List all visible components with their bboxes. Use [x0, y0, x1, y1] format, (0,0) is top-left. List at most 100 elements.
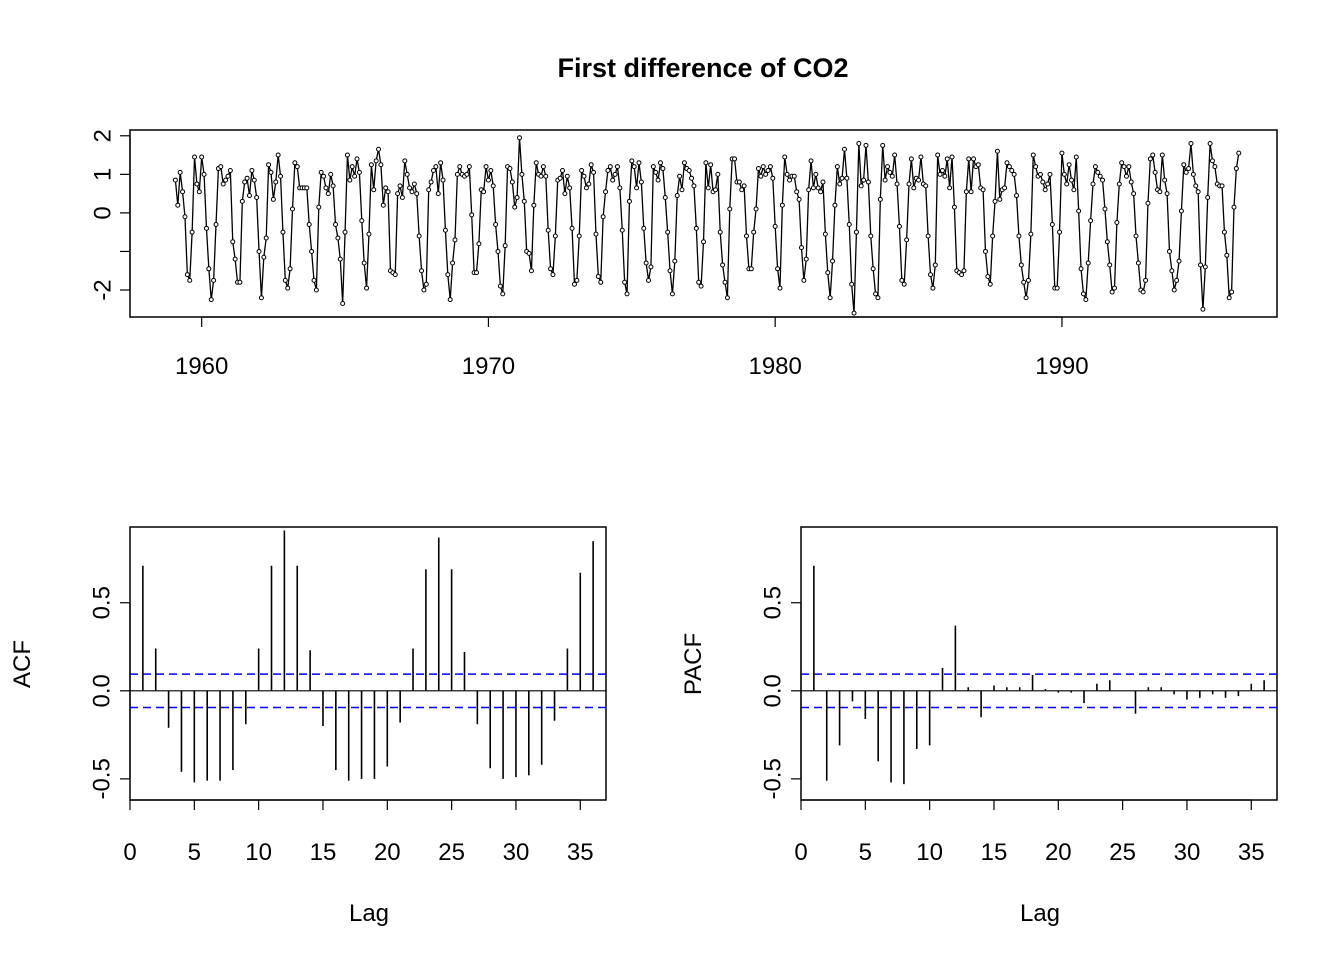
ts-data-point [275, 152, 281, 158]
ts-data-point [698, 283, 704, 289]
ts-data-point [495, 248, 501, 254]
ts-data-point [689, 175, 695, 181]
ts-data-point [830, 258, 836, 264]
ts-data-point [1135, 260, 1141, 266]
ts-data-point [1229, 289, 1235, 295]
ts-data-point [1064, 181, 1070, 187]
ts-data-point [784, 171, 790, 177]
ts-data-point [1123, 173, 1129, 179]
ts-data-point [1181, 162, 1187, 168]
ts-data-point [189, 229, 195, 235]
ts-data-point [963, 189, 969, 195]
ts-data-point [1219, 183, 1225, 189]
ts-y-tick-label: 0 [90, 206, 117, 219]
ts-data-point [806, 187, 812, 193]
ts-data-point [598, 279, 604, 285]
ts-data-point [1023, 295, 1029, 301]
ts-data-point [1164, 191, 1170, 197]
ts-data-point [650, 164, 656, 170]
ts-data-point [1049, 221, 1055, 227]
ts-data-point [545, 227, 551, 233]
ts-data-point [223, 177, 229, 183]
ts-data-point [576, 233, 582, 239]
ts-data-point [473, 270, 479, 276]
ts-data-point [885, 164, 890, 170]
ts-data-point [1195, 189, 1201, 195]
ts-data-point [325, 191, 331, 197]
ts-data-point [567, 185, 573, 191]
ts-data-point [540, 164, 546, 170]
ts-data-point [918, 154, 924, 160]
ts-data-point [469, 212, 475, 218]
ts-data-point [825, 270, 831, 276]
pacf-x-tick-label: 25 [1109, 839, 1136, 866]
ts-data-point [416, 233, 422, 239]
acf-plot-frame [129, 526, 607, 801]
ts-data-point [951, 204, 957, 210]
ts-data-point [1100, 177, 1106, 183]
ts-data-point [856, 140, 862, 146]
ts-data-point [779, 202, 785, 208]
ts-data-point [333, 221, 338, 227]
ts-data-point [316, 204, 322, 210]
ts-data-point [803, 256, 809, 262]
ts-data-point [880, 142, 886, 148]
ts-data-point [887, 169, 893, 175]
ts-data-point [1131, 191, 1137, 197]
ts-data-point [724, 295, 730, 301]
ts-data-point [1226, 295, 1232, 301]
ts-data-point [237, 279, 243, 285]
ts-data-point [270, 196, 276, 202]
ts-data-point [1166, 248, 1172, 254]
ts-data-point [306, 221, 312, 227]
ts-data-point [770, 175, 776, 181]
ts-data-point [1193, 183, 1199, 189]
ts-data-point [502, 243, 508, 249]
ts-data-point [839, 175, 845, 181]
ts-data-point [569, 225, 575, 231]
ts-data-point [352, 173, 358, 179]
ts-data-point [282, 277, 288, 283]
ts-data-point [801, 277, 807, 283]
ts-data-point [199, 154, 205, 160]
ts-data-point [851, 310, 857, 316]
ts-data-point [548, 266, 554, 272]
ts-data-point [705, 185, 711, 191]
ts-data-point [1186, 166, 1192, 172]
ts-data-point [1037, 171, 1043, 177]
acf-y-tick-label: -0.5 [89, 758, 116, 799]
ts-data-point [782, 154, 788, 160]
ts-data-point [519, 171, 525, 177]
ts-data-point [1078, 266, 1084, 272]
ts-data-point [1159, 152, 1165, 158]
ts-data-point [775, 266, 781, 272]
ts-data-point [1202, 264, 1208, 270]
ts-data-point [430, 167, 436, 173]
ts-data-point [1231, 204, 1237, 210]
ts-data-point [395, 191, 401, 197]
ts-data-point [335, 235, 341, 241]
ts-data-point [196, 189, 202, 195]
ts-data-point [180, 189, 186, 195]
ts-data-point [419, 268, 425, 274]
ts-data-point [765, 167, 771, 173]
ts-data-point [1143, 277, 1149, 283]
ts-data-point [574, 277, 580, 283]
ts-data-point [366, 231, 372, 237]
ts-data-point [975, 162, 981, 168]
ts-data-point [203, 225, 209, 231]
ts-data-point [399, 194, 405, 200]
ts-data-point [376, 146, 382, 152]
ts-data-point [1080, 291, 1086, 297]
ts-data-point [607, 164, 613, 170]
pacf-x-tick-label: 20 [1045, 839, 1072, 866]
ts-data-point [402, 158, 408, 164]
ts-data-point [932, 262, 938, 268]
ts-data-point [371, 187, 377, 193]
ts-data-point [614, 164, 620, 170]
ts-data-point [177, 169, 183, 175]
ts-data-point [753, 206, 759, 212]
ts-data-point [1116, 181, 1122, 187]
ts-data-point [1112, 285, 1118, 291]
ts-data-point [256, 248, 262, 254]
